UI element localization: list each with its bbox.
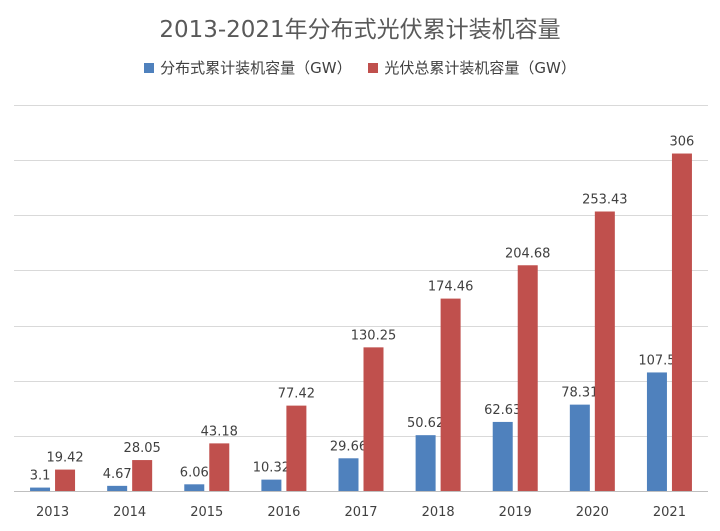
- legend: 分布式累计装机容量（GW） 光伏总累计装机容量（GW）: [0, 57, 720, 78]
- x-tick-label-2016: 2016: [267, 505, 300, 520]
- data-label-series2-2021: 306: [670, 135, 695, 150]
- data-label-series2-2018: 174.46: [428, 280, 474, 295]
- bar-series2-2015: [209, 443, 230, 491]
- bar-series2-2021: [671, 153, 692, 492]
- legend-item-total: 光伏总累计装机容量（GW）: [368, 57, 576, 78]
- bar-series1-2019: [492, 421, 513, 491]
- x-tick-label-2021: 2021: [653, 505, 686, 520]
- x-tick-label-2019: 2019: [499, 505, 532, 520]
- data-label-series2-2014: 28.05: [124, 441, 161, 456]
- bar-series1-2013: [30, 487, 51, 491]
- data-label-series2-2015: 43.18: [201, 424, 238, 439]
- data-label-series2-2019: 204.68: [505, 246, 551, 261]
- bar-series2-2020: [594, 211, 615, 491]
- x-tick-label-2017: 2017: [344, 505, 377, 520]
- legend-swatch-distributed: [144, 62, 155, 73]
- data-label-series1-2017: 29.66: [330, 439, 367, 454]
- data-label-series1-2014: 4.67: [103, 467, 132, 482]
- data-label-series2-2017: 130.25: [351, 328, 397, 343]
- legend-label-distributed: 分布式累计装机容量（GW）: [160, 59, 352, 77]
- legend-label-total: 光伏总累计装机容量（GW）: [384, 59, 576, 77]
- legend-swatch-total: [368, 62, 379, 73]
- data-label-series2-2016: 77.42: [278, 387, 315, 402]
- x-tick-label-2013: 2013: [36, 505, 69, 520]
- bar-series2-2013: [55, 469, 76, 491]
- data-label-series1-2018: 50.62: [407, 416, 444, 431]
- chart-title: 2013-2021年分布式光伏累计装机容量: [159, 17, 561, 43]
- x-tick-label-2018: 2018: [422, 505, 455, 520]
- bar-series1-2017: [338, 458, 359, 491]
- x-tick-label-2020: 2020: [576, 505, 609, 520]
- bar-series1-2015: [184, 484, 205, 491]
- data-label-series1-2015: 6.06: [180, 465, 209, 480]
- bar-series2-2017: [363, 347, 384, 491]
- data-label-series1-2013: 3.1: [30, 469, 51, 484]
- data-label-series1-2019: 62.63: [484, 403, 521, 418]
- bar-series2-2018: [440, 298, 461, 491]
- data-label-series1-2020: 78.31: [561, 386, 598, 401]
- bar-series1-2018: [415, 435, 436, 491]
- data-label-series1-2016: 10.32: [253, 461, 290, 476]
- x-tick-label-2014: 2014: [113, 505, 146, 520]
- bar-series1-2014: [107, 485, 128, 491]
- data-label-series2-2013: 19.42: [46, 451, 83, 466]
- bar-series2-2016: [286, 405, 307, 491]
- bar-series2-2019: [517, 265, 538, 491]
- bar-series1-2021: [646, 372, 667, 491]
- data-label-series1-2021: 107.5: [638, 353, 675, 368]
- bar-series2-2014: [132, 460, 153, 491]
- x-tick-label-2015: 2015: [190, 505, 223, 520]
- bar-series1-2020: [569, 404, 590, 491]
- legend-item-distributed: 分布式累计装机容量（GW）: [144, 57, 352, 78]
- data-label-series2-2020: 253.43: [582, 193, 628, 208]
- bar-series1-2016: [261, 479, 282, 491]
